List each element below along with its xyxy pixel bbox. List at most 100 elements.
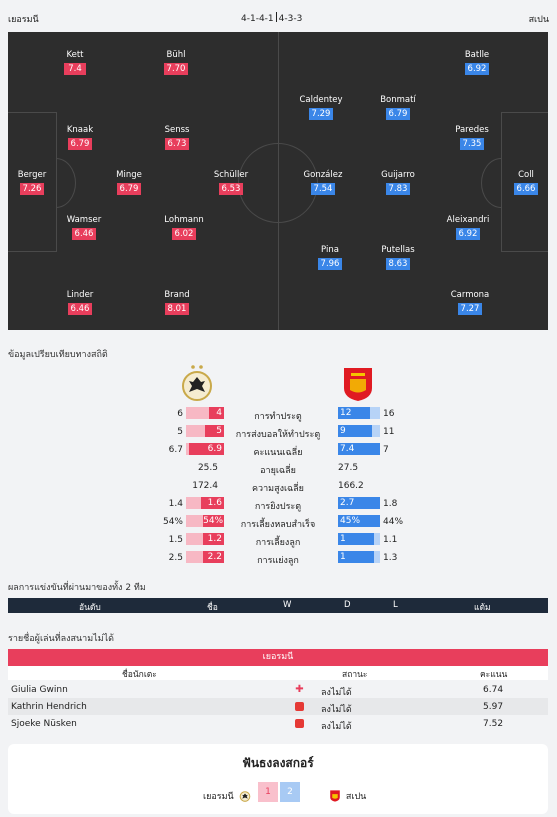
missing-player-row[interactable]: Giulia Gwinn ✚ ลงไม่ได้ 6.74 [8,681,548,698]
player-rating: 7.70 [163,63,189,75]
player-buhl[interactable]: Bühl 7.70 [141,50,211,75]
player-rating: 7.54 [310,183,336,195]
stat-row: 172.4 ความสูงเฉลี่ย 166.2 [8,479,548,494]
formations: 4-1-4-1 4-3-3 [241,12,302,24]
player-rating: 8.63 [385,258,411,270]
missing-player-name: Giulia Gwinn [11,685,68,695]
stat-label: การเลี้ยงลูก [255,538,301,548]
prediction-title: ฟันธงลงสกอร์ [242,756,314,770]
player-pina[interactable]: Pina 7.96 [295,245,365,270]
player-name: Caldentey [299,95,343,105]
col-status: สถานะ [342,670,368,680]
col-points: แต้ม [474,603,491,613]
player-lohmann[interactable]: Lohmann 6.02 [149,215,219,240]
stat-away-value: 2.7 [338,497,380,509]
player-carmona[interactable]: Carmona 7.27 [435,290,505,315]
missing-player-row[interactable]: Kathrin Hendrich ลงไม่ได้ 5.97 [8,698,548,715]
player-rating: 7.27 [457,303,483,315]
stat-away-avg: 1.1 [383,535,398,545]
player-berger[interactable]: Berger 7.26 [8,170,67,195]
player-aleixandri[interactable]: Aleixandri 6.92 [433,215,503,240]
stat-label: ความสูงเฉลี่ย [252,484,304,494]
vote-away-team: สเปน [329,789,366,803]
stat-row: 54% 54% การเลี้ยงหลบสำเร็จ 45% 44% [8,515,548,530]
missing-table-header: ชื่อนักเตะ สถานะ คะแนน [8,666,548,680]
stat-away-value: 27.5 [338,463,359,473]
player-linder[interactable]: Linder 6.46 [45,290,115,315]
col-player: ชื่อนักเตะ [122,670,157,680]
stat-away-value: 1 [338,551,374,563]
stat-away-bar: 12 [338,407,380,419]
player-rating: 6.53 [218,183,244,195]
col-wins: W [283,600,292,610]
stat-away-avg: 44% [383,517,404,527]
stat-row: 1.5 1.2 การเลี้ยงลูก 1 1.1 [8,533,548,548]
player-name: Aleixandri [446,215,490,225]
stat-row: 25.5 อายุเฉลี่ย 27.5 [8,461,548,476]
player-batlle[interactable]: Batlle 6.92 [442,50,512,75]
missing-player-row[interactable]: Sjoeke Nüsken ลงไม่ได้ 7.52 [8,715,548,732]
results-table-header: อันดับ ชื่อ W D L แต้ม [8,598,548,613]
player-schuller[interactable]: Schüller 6.53 [196,170,266,195]
player-gonzalez[interactable]: González 7.54 [288,170,358,195]
stat-home-avg: 6 [177,409,183,419]
stat-home-avg: 5 [177,427,183,437]
player-rating: 6.79 [385,108,411,120]
stats-title: ข้อมูลเปรียบเทียบทางสถิติ [8,350,108,360]
player-putellas[interactable]: Putellas 8.63 [363,245,433,270]
stat-home-bar: 2.2 [186,551,224,563]
col-losses: L [393,600,398,610]
home-formation: 4-1-4-1 [241,14,274,24]
player-name: Senss [164,125,190,135]
missing-team-header: เยอรมนี [8,649,548,666]
spain-crest-icon [344,368,372,401]
col-name: ชื่อ [207,603,218,613]
stat-home-value: 25.5 [197,463,218,473]
player-wamser[interactable]: Wamser 6.46 [49,215,119,240]
player-bonmati[interactable]: Bonmatí 6.79 [363,95,433,120]
spain-crest-icon [330,790,340,802]
stat-away-value: 45% [338,515,380,527]
stat-away-bar: 1 [338,533,380,545]
player-rating: 7.35 [459,138,485,150]
player-coll[interactable]: Coll 6.66 [491,170,548,195]
player-name: Knaak [66,125,94,135]
missing-player-status: ลงไม่ได้ [321,705,352,715]
player-name: Lohmann [164,215,204,225]
player-senss[interactable]: Senss 6.73 [142,125,212,150]
col-draws: D [344,600,351,610]
player-paredes[interactable]: Paredes 7.35 [437,125,507,150]
player-rating: 6.79 [67,138,93,150]
stat-label: การแย่งลูก [257,556,299,566]
stat-home-bar: 1.6 [186,497,224,509]
away-team-name: สเปน [528,15,549,25]
stat-home-value: 4 [208,407,224,419]
stat-home-bar: 54% [186,515,224,527]
player-guijarro[interactable]: Guijarro 7.83 [363,170,433,195]
stat-home-bar: 5 [186,425,224,437]
player-name: González [303,170,343,180]
player-rating: 6.02 [171,228,197,240]
stat-away-value: 9 [338,425,373,437]
stat-home-value: 1.2 [203,533,224,545]
player-name: Wamser [66,215,102,225]
player-rating: 7.26 [19,183,45,195]
player-rating: 7.4 [64,63,86,75]
player-knaak[interactable]: Knaak 6.79 [45,125,115,150]
vote-away-name: สเปน [345,792,367,802]
vote-option-home-button[interactable]: 1 [258,782,278,802]
stat-away-avg: 16 [383,409,395,419]
stat-home-avg: 6.7 [168,445,183,455]
player-rating: 6.92 [455,228,481,240]
player-brand[interactable]: Brand 8.01 [142,290,212,315]
vote-option-away-button[interactable]: 2 [280,782,300,802]
col-rating: คะแนน [480,670,508,680]
player-caldentey[interactable]: Caldentey 7.29 [286,95,356,120]
germany-crest-icon [182,365,212,401]
player-kett[interactable]: Kett 7.4 [40,50,110,75]
score-prediction-card: ฟันธงลงสกอร์ เยอรมนี 1 2 สเปน [8,744,548,814]
player-minge[interactable]: Minge 6.79 [94,170,164,195]
stat-away-bar: 2.7 [338,497,380,509]
player-name: Linder [66,290,94,300]
player-name: Guijarro [381,170,415,180]
